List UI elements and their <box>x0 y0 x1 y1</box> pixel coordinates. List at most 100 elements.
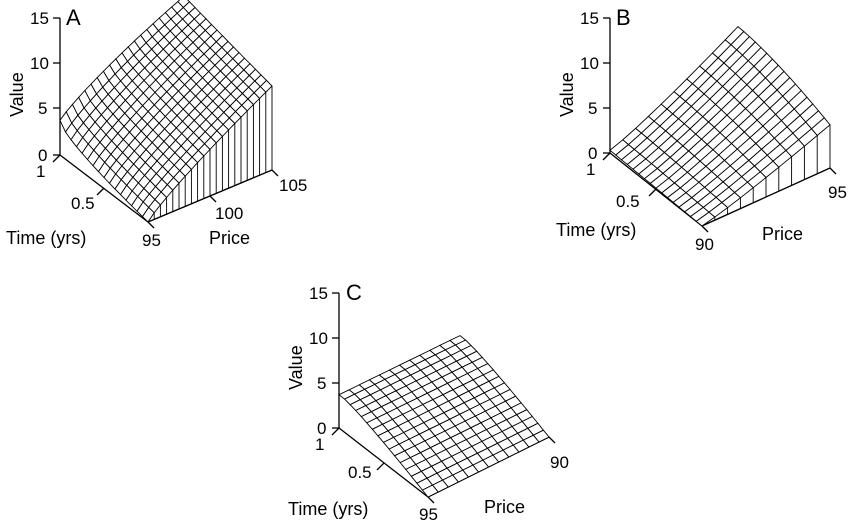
panel-c-surface-cell <box>476 429 492 442</box>
panel-a-z-ticklabel-10: 10 <box>30 54 49 73</box>
panel-c-surface-cell <box>494 382 511 395</box>
panel-b-surface-cell <box>739 90 759 109</box>
panel-b-surface-cell <box>651 152 671 169</box>
panel-c: C 15 10 5 0 Value 1 0.5 Time (yrs) 95 90… <box>286 280 569 524</box>
panel-b-surface-cell <box>716 68 736 87</box>
panel-c-z-ticklabel-10: 10 <box>309 329 328 348</box>
panel-b-surface-cell <box>782 84 802 103</box>
panel-b-letter: B <box>616 5 631 30</box>
panel-c-surface-cell <box>376 413 393 425</box>
panel-a-surface-cell <box>126 190 138 206</box>
panel-c-surface-cell <box>433 412 450 425</box>
panel-c-surface-cell <box>438 401 455 413</box>
panel-c-surface-cell <box>463 379 479 392</box>
panel-a-surface-cell <box>148 199 161 213</box>
panel-c-surface-cell <box>391 396 408 408</box>
panel-c-surface-cell <box>435 431 451 443</box>
panel-b-surface-cell <box>633 158 652 174</box>
panel-b-price-tick-90 <box>701 225 709 233</box>
panel-b-surface-cell <box>711 63 730 82</box>
panel-c-surface-cell <box>371 406 387 418</box>
panel-b-surface-cell <box>748 47 767 67</box>
panel-c-surface-cell <box>425 454 442 467</box>
panel-a-surface-cell <box>137 188 150 202</box>
panel-c-surface-cell <box>445 426 461 438</box>
panel-b-surface-cell <box>774 126 793 145</box>
panel-b-surface-cell <box>668 167 688 183</box>
panel-c-surface-cell <box>414 440 431 453</box>
panel-c-surface-cell <box>437 383 453 395</box>
panel-c-surface-cell <box>475 411 491 423</box>
panel-c-surface-cell <box>432 394 449 407</box>
panel-c-surface-cell <box>487 443 504 456</box>
panel-c-surface-cell <box>372 424 388 436</box>
panel-b-surface-cell <box>640 142 659 159</box>
panel-c-surface-cell <box>489 394 506 407</box>
panel-c-surface-cell <box>403 427 420 440</box>
panel-b-time-ticklabel-05: 0.5 <box>616 192 640 211</box>
panel-c-mesh-cell <box>421 484 439 498</box>
panel-c-surface-cell <box>377 430 394 443</box>
panel-c-surface-cell <box>395 369 411 380</box>
panel-c-surface-cell <box>419 350 436 360</box>
panel-a-price-ticklabel-95: 95 <box>142 231 161 250</box>
panel-b-surface-cell <box>656 178 675 193</box>
panel-a-z-ticklabel-0: 0 <box>38 146 47 165</box>
panel-a-z-ticklabel-15: 15 <box>30 9 49 28</box>
panel-b-surface-cell <box>716 187 735 203</box>
panel-c-surface-cell <box>390 380 407 391</box>
panel-c-surface-cell <box>429 424 445 436</box>
panel-c-surface-cell <box>440 437 457 450</box>
panel-b-surface-cell <box>717 165 736 182</box>
panel-b-surface-cell <box>678 106 697 124</box>
panel-c-surface-cell <box>495 401 512 413</box>
panel-b-surface-cell <box>709 86 729 105</box>
panel-b-surface-cell <box>680 177 699 193</box>
panel-a-price-ticklabel-105: 105 <box>279 176 307 195</box>
panel-b-surface-cell <box>694 144 713 162</box>
panel-c-z-ticklabel-0: 0 <box>317 419 326 438</box>
panel-b-surface-mesh <box>609 25 831 227</box>
panel-b-surface-cell <box>665 118 685 136</box>
panel-c-surface-cell <box>440 355 457 367</box>
panel-c-surface-cell <box>449 335 466 345</box>
panel-a-surface-mesh <box>59 0 273 223</box>
panel-a-surface-cell <box>104 154 117 169</box>
panel-c-surface-cell <box>389 365 406 375</box>
panel-b-surface-cell <box>738 114 758 132</box>
panel-b-surface-cell <box>703 197 722 213</box>
panel-c-surface-cell <box>497 438 514 451</box>
panel-c-surface-cell <box>460 427 477 440</box>
panel-c-surface-cell <box>355 405 372 417</box>
panel-c-surface-cell <box>427 388 443 400</box>
panel-c-surface-cell <box>420 365 437 376</box>
panel-b-surface-cell <box>686 182 705 198</box>
panel-b-surface-cell <box>811 117 830 136</box>
panel-c-surface-cell <box>397 403 413 415</box>
panel-b-surface-cell <box>759 59 779 78</box>
panel-b-surface-cell <box>729 55 749 74</box>
panel-c-surface-cell <box>452 470 469 482</box>
panel-c-surface-cell <box>465 416 481 428</box>
panel-c-surface-cell <box>407 398 423 410</box>
panel-c-surface-cell <box>459 409 476 421</box>
panel-a-surface-cell <box>142 207 155 222</box>
panel-c-surface-cell <box>500 389 516 402</box>
panel-b-surface-cell <box>610 139 629 155</box>
panel-c-time-axis <box>338 427 429 498</box>
panel-c-surface-cell <box>374 379 391 390</box>
panel-c-surface-cell <box>502 426 518 439</box>
panel-c-surface-cell <box>392 414 409 426</box>
panel-c-surface-cell <box>455 421 471 433</box>
panel-c-surface-cell <box>462 465 479 477</box>
panel-c-surface-cell <box>400 375 417 386</box>
panel-c-time-label: Time (yrs) <box>288 499 368 519</box>
panel-b-surface-cell <box>758 83 777 103</box>
panel-c-surface-cell <box>479 399 496 412</box>
panel-a-time-tick-1 <box>52 154 61 163</box>
panel-b-z-ticklabel-0: 0 <box>588 144 597 163</box>
panel-a-surface-cell <box>126 177 139 191</box>
panel-c-surface-cell <box>435 349 451 361</box>
panel-c-surface-cell <box>436 449 452 462</box>
panel-c-surface-cell <box>503 445 519 457</box>
